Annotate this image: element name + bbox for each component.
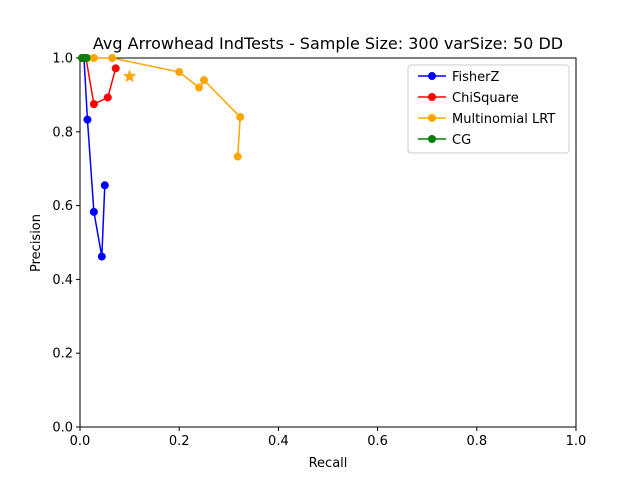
legend: FisherZ ChiSquare Multinomial LRT CG: [407, 64, 570, 154]
series-layer: [77, 54, 245, 261]
data-point: [236, 113, 245, 122]
y-tick-label: 0.4: [52, 273, 73, 288]
data-point: [108, 54, 117, 62]
data-point: [233, 152, 242, 161]
legend-label: Multinomial LRT: [452, 112, 555, 127]
data-point: [195, 83, 204, 92]
legend-swatch-marker: [428, 93, 436, 101]
data-point: [175, 68, 184, 77]
legend-item: Multinomial LRT: [418, 112, 555, 127]
star-marker: [122, 69, 137, 83]
data-point: [83, 115, 92, 124]
y-tick-label: 0.2: [52, 347, 73, 362]
legend-box: [407, 64, 570, 154]
data-point: [111, 64, 120, 73]
data-point: [89, 54, 98, 62]
data-point: [97, 252, 106, 261]
data-point: [100, 181, 109, 190]
x-tick-label: 0.8: [466, 434, 487, 449]
y-tick-label: 0.0: [52, 421, 73, 436]
legend-label: CG: [452, 133, 471, 148]
legend-label: FisherZ: [452, 70, 499, 85]
series-cg: [77, 54, 91, 62]
legend-item: CG: [418, 133, 471, 148]
data-point: [89, 100, 98, 109]
y-tick-label: 0.8: [52, 125, 73, 140]
legend-swatch-marker: [428, 114, 436, 122]
data-point: [200, 76, 208, 85]
chart-title: Avg Arrowhead IndTests - Sample Size: 30…: [93, 34, 563, 53]
x-tick-label: 0.6: [367, 434, 388, 449]
data-point: [82, 54, 91, 62]
data-point: [103, 93, 112, 102]
x-tick-label: 0.2: [169, 434, 190, 449]
y-tick-label: 1.0: [52, 52, 73, 67]
y-axis-label: Precision: [29, 214, 44, 272]
y-tick-label: 0.6: [52, 199, 73, 214]
x-axis: 0.0 0.2 0.4 0.6 0.8 1.0: [70, 427, 587, 449]
y-axis: 0.0 0.2 0.4 0.6 0.8 1.0: [52, 52, 80, 436]
x-axis-label: Recall: [309, 456, 348, 471]
legend-swatch-marker: [428, 72, 436, 80]
legend-item: FisherZ: [418, 70, 499, 85]
data-point: [89, 207, 98, 216]
x-tick-label: 0.0: [70, 434, 91, 449]
x-tick-label: 0.4: [268, 434, 289, 449]
x-tick-label: 1.0: [566, 434, 587, 449]
legend-item: ChiSquare: [418, 91, 519, 106]
legend-swatch-marker: [428, 135, 436, 143]
legend-label: ChiSquare: [452, 91, 519, 106]
